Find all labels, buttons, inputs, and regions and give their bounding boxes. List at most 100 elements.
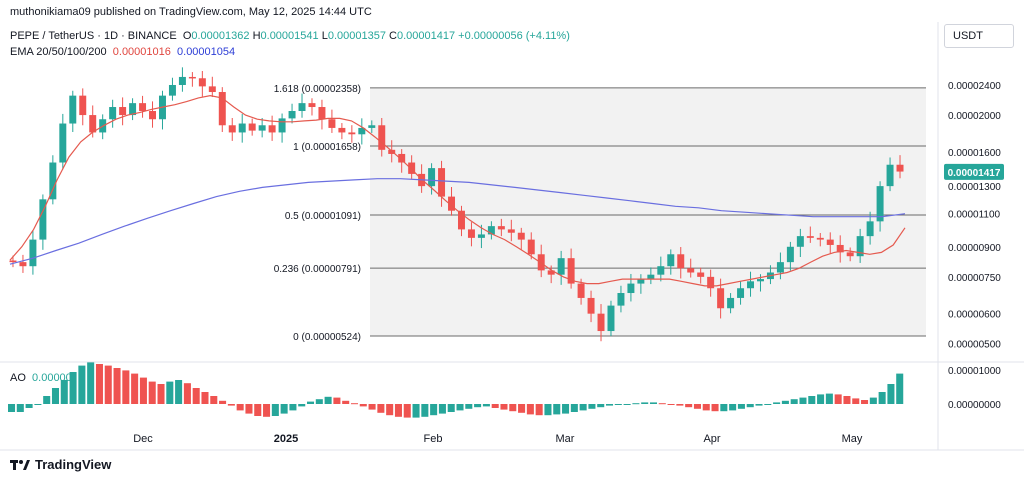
ao-label: AO <box>10 372 26 384</box>
ema-short-line <box>9 94 906 287</box>
candle <box>79 95 87 116</box>
ao-bar <box>350 403 359 405</box>
candle <box>816 237 824 240</box>
ao-bar <box>51 388 60 404</box>
ao-bar <box>509 404 517 412</box>
candle <box>268 125 276 133</box>
currency-selector[interactable]: USDT <box>944 24 1014 48</box>
ao-bar <box>852 398 860 404</box>
ao-bar <box>227 404 235 406</box>
fib-label: 0.5 (0.00001091) <box>285 211 361 222</box>
ao-bar <box>403 404 411 418</box>
ao-bar <box>632 403 640 405</box>
candle <box>507 229 515 233</box>
ao-bar <box>377 404 385 413</box>
high-value: 0.00001541 <box>260 30 319 42</box>
candle <box>896 164 904 172</box>
tradingview-footer[interactable]: TradingView <box>10 457 111 472</box>
candle <box>707 276 715 289</box>
candle <box>39 199 47 240</box>
candle <box>667 254 675 267</box>
ao-bar <box>333 397 341 404</box>
ao-bar <box>430 404 438 416</box>
ema-legend: EMA 20/50/100/200 0.00001016 0.00001054 <box>10 46 235 58</box>
candle <box>9 260 17 263</box>
ao-bar <box>834 394 842 404</box>
ao-bar <box>289 404 297 411</box>
ao-bar <box>526 404 534 415</box>
ao-bar <box>465 404 473 409</box>
ao-bar <box>755 404 763 406</box>
candle <box>298 103 306 111</box>
ao-bar <box>69 372 77 404</box>
ao-bar <box>553 404 561 415</box>
ao-bar <box>720 404 728 412</box>
candle <box>856 236 864 257</box>
candle <box>577 283 585 298</box>
candle <box>737 288 745 298</box>
open-label: O <box>182 30 192 42</box>
ao-bar <box>887 384 895 404</box>
ao-bar <box>219 400 227 404</box>
candle <box>89 115 97 133</box>
ao-bar <box>843 396 851 404</box>
candle <box>567 258 575 284</box>
candle <box>627 283 635 294</box>
ao-bar <box>799 397 807 404</box>
ao-bar <box>210 396 218 404</box>
price-axis-tick: 0.00000600 <box>948 310 1001 321</box>
candle <box>796 236 804 247</box>
time-axis-tick: Mar <box>556 433 575 445</box>
ao-bar <box>245 404 253 414</box>
ao-bar <box>781 400 789 404</box>
candle <box>328 119 336 128</box>
candle <box>49 162 57 200</box>
ao-bar <box>113 368 121 404</box>
candle <box>487 226 495 235</box>
candle <box>428 168 436 187</box>
candle <box>308 103 316 108</box>
ao-bar <box>729 404 737 411</box>
ema-label[interactable]: EMA 20/50/100/200 <box>10 46 107 58</box>
ao-bar <box>359 404 367 407</box>
candle <box>228 125 236 133</box>
time-axis-tick: Dec <box>133 433 153 445</box>
candle <box>497 226 505 230</box>
ao-bar <box>588 404 596 409</box>
candle <box>647 274 655 280</box>
symbol-name[interactable]: PEPE / TetherUS · 1D · BINANCE <box>10 30 177 42</box>
ao-legend: AO 0.00000 <box>10 372 72 384</box>
ao-bar <box>342 400 350 404</box>
ao-bar <box>544 404 552 416</box>
ao-bar <box>298 404 306 407</box>
ao-bar <box>518 404 526 413</box>
ao-bar <box>474 404 482 408</box>
ao-bar <box>122 370 130 404</box>
ao-axis-tick: 0.00001000 <box>948 366 1001 377</box>
candle <box>149 110 157 120</box>
candle <box>248 123 256 131</box>
candle <box>557 258 565 275</box>
ao-bar <box>579 404 587 411</box>
candle <box>198 78 206 87</box>
candle <box>288 110 296 119</box>
ao-bar <box>386 404 394 416</box>
time-axis-tick: Feb <box>424 433 443 445</box>
ao-bar <box>746 404 754 408</box>
fib-label: 1.618 (0.00002358) <box>274 84 361 95</box>
candle <box>408 162 416 174</box>
price-axis-tick: 0.00000500 <box>948 340 1001 351</box>
candle <box>129 103 137 116</box>
ao-bar <box>773 402 781 404</box>
ao-bar <box>131 373 139 404</box>
candle <box>448 196 456 211</box>
ao-bar <box>570 404 578 412</box>
ao-bar <box>263 404 271 417</box>
ao-bar <box>491 404 499 408</box>
ao-bar <box>307 401 315 404</box>
candle <box>178 76 186 85</box>
candle <box>786 246 794 263</box>
ao-bar <box>368 404 376 410</box>
candle <box>866 221 874 237</box>
